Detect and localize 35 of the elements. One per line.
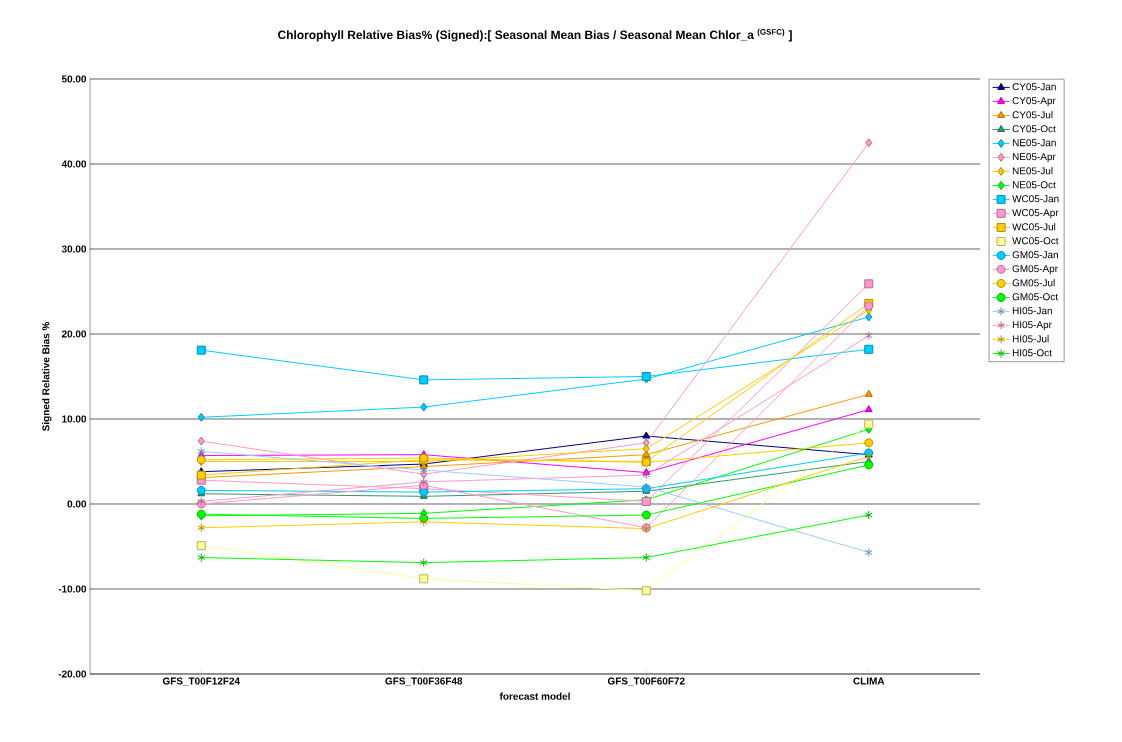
legend-label: WC05-Jul bbox=[1012, 223, 1056, 231]
legend-label: NE05-Jul bbox=[1012, 167, 1053, 175]
y-tick-label: -10.00 bbox=[58, 585, 87, 593]
legend-label: HI05-Oct bbox=[1012, 349, 1052, 357]
chart-title: Chlorophyll Relative Bias% (Signed):[ Seasonal Mean Bias / Seasonal Mean Chlor_a $^{(GSFC)}$ ] bbox=[278, 28, 792, 42]
legend-label: NE05-Oct bbox=[1012, 181, 1056, 189]
legend-label: CY05-Apr bbox=[1012, 97, 1056, 107]
y-tick-label: 10.00 bbox=[62, 415, 87, 423]
legend-label: CY05-Oct bbox=[1012, 125, 1056, 133]
legend-label: CY05-Jul bbox=[1012, 111, 1053, 119]
legend-label: WC05-Apr bbox=[1012, 209, 1059, 219]
y-tick-label: 20.00 bbox=[61, 330, 87, 338]
legend-label: WC05-Jan bbox=[1012, 195, 1059, 203]
x-tick-label: CLIMA bbox=[853, 677, 885, 685]
legend-label: HI05-Jan bbox=[1012, 307, 1052, 315]
legend-label: NE05-Jan bbox=[1012, 139, 1056, 147]
legend-label: GM05-Jul bbox=[1012, 279, 1055, 287]
legend-label: NE05-Apr bbox=[1012, 153, 1056, 163]
x-tick-label: GFS_T00F36F48 bbox=[385, 677, 463, 686]
x-tick-label: GFS_T00F12F24 bbox=[162, 677, 240, 686]
y-tick-label: 50.00 bbox=[61, 75, 87, 83]
y-tick-label: -20.00 bbox=[58, 670, 87, 678]
legend-label: WC05-Oct bbox=[1012, 237, 1059, 245]
legend-label: CY05-Jan bbox=[1012, 83, 1056, 91]
y-tick-label: 40.00 bbox=[61, 160, 87, 168]
y-tick-label: 0.00 bbox=[67, 500, 87, 508]
y-tick-label: 30.00 bbox=[61, 245, 87, 253]
legend-label: GM05-Apr bbox=[1012, 265, 1058, 275]
y-axis-title: Signed Relative Bias % bbox=[42, 321, 52, 432]
legend-label: HI05-Apr bbox=[1012, 321, 1052, 331]
legend-label: HI05-Jul bbox=[1012, 335, 1049, 343]
legend-label: GM05-Oct bbox=[1012, 293, 1058, 301]
x-tick-label: GFS_T00F60F72 bbox=[607, 677, 685, 686]
x-axis-title: forecast model bbox=[499, 692, 570, 700]
legend-label: GM05-Jan bbox=[1012, 251, 1058, 259]
